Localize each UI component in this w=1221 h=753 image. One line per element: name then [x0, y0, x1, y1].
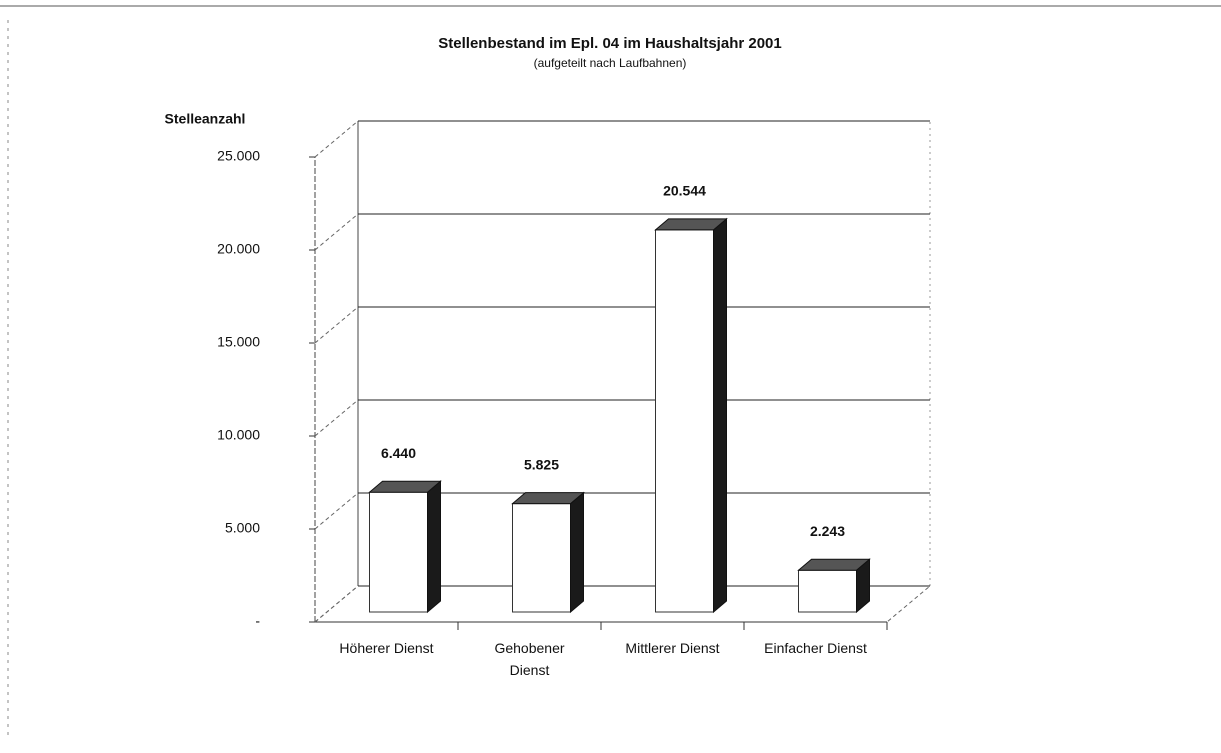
bar [797, 558, 871, 614]
bar [368, 480, 442, 614]
x-tick-label: Einfacher Dienst [764, 640, 867, 656]
value-label: 6.440 [381, 445, 416, 461]
value-label: 5.825 [524, 456, 559, 472]
y-tick-label: 20.000 [217, 241, 260, 257]
grid-line-side [314, 213, 359, 251]
bar-top [511, 492, 585, 505]
bar-side [427, 480, 441, 614]
bar [511, 491, 585, 614]
value-label: 2.243 [810, 523, 845, 539]
y-tick-label: 15.000 [217, 334, 260, 350]
grid-line-side [314, 120, 359, 158]
x-tick-label: Mittlerer Dienst [625, 640, 720, 656]
grid-line-side [314, 585, 359, 623]
chart-title: Stellenbestand im Epl. 04 im Haushaltsja… [438, 35, 781, 52]
chart-subtitle: (aufgeteilt nach Laufbahnen) [534, 56, 687, 70]
bar-front [369, 491, 428, 613]
y-tick-label: - [255, 613, 260, 629]
bar-top [654, 218, 728, 231]
x-tick-label: Höherer Dienst [339, 640, 434, 656]
y-tick-label: 10.000 [217, 427, 260, 443]
value-label: 20.544 [663, 183, 706, 199]
grid-line-side [314, 492, 359, 530]
x-tick-label: Gehobener Dienst [494, 640, 565, 678]
bar-front [655, 229, 714, 613]
bar-front [798, 569, 857, 613]
bar [654, 217, 728, 614]
bar-top [368, 480, 442, 493]
bar-top [797, 558, 871, 571]
y-tick-label: 25.000 [217, 148, 260, 164]
grid-line-side [314, 399, 359, 437]
y-axis-label: Stelleanzahl [165, 111, 246, 127]
y-tick-label: 5.000 [225, 520, 260, 536]
bar-front [512, 503, 571, 613]
bar-side [570, 491, 584, 614]
grid-line-side [314, 306, 359, 344]
bar-side [713, 217, 727, 614]
